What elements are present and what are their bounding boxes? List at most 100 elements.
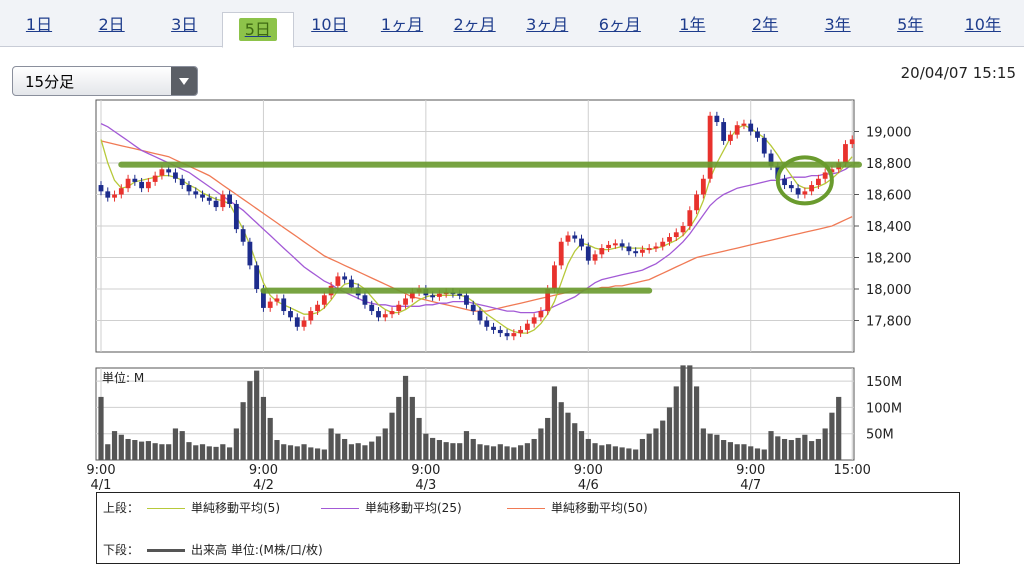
volume-bar (355, 443, 361, 460)
candle-body (849, 139, 855, 145)
tab-label: 2日 (98, 15, 125, 34)
volume-bar (518, 445, 524, 460)
volume-bar (605, 444, 612, 460)
volume-bar (111, 431, 118, 460)
candle-body (206, 197, 212, 201)
legend-upper-label: 上段： (103, 501, 140, 515)
candle-body (504, 333, 510, 337)
candle-body (281, 298, 287, 312)
x-tick-time: 9:00 (736, 463, 765, 478)
tab-label: 1日 (25, 15, 53, 34)
volume-bar (558, 402, 564, 460)
candle-body (308, 311, 314, 321)
candle-body (795, 188, 801, 195)
candle-body (152, 175, 158, 182)
candle-body (491, 326, 496, 330)
tab-9[interactable]: 1年 (657, 8, 727, 42)
candle-body (552, 265, 557, 289)
volume-bar (680, 365, 686, 460)
candle-body (728, 134, 733, 141)
tab-2[interactable]: 3日 (149, 8, 219, 42)
tab-label: 1年 (679, 15, 706, 34)
candle-body (585, 246, 591, 261)
legend-sma50: 単純移動平均(50) (507, 499, 648, 516)
candle-body (477, 311, 483, 321)
tab-3[interactable]: 5日 (221, 12, 294, 48)
volume-bar (179, 431, 185, 460)
candle-body (247, 241, 253, 266)
volume-bar (511, 447, 517, 460)
candle-body (518, 329, 524, 334)
legend-sma5: 単純移動平均(5) (147, 499, 280, 516)
candle-body (193, 191, 199, 195)
candle-body (565, 235, 571, 242)
volume-bar (646, 433, 652, 460)
tab-0[interactable]: 1日 (4, 8, 74, 42)
volume-bar (348, 444, 355, 460)
tab-label: 5日 (238, 18, 277, 41)
volume-bar (98, 396, 104, 460)
volume-bar (402, 375, 409, 460)
x-tick-time: 9:00 (249, 463, 278, 478)
candle-body (788, 185, 794, 189)
volume-bar (578, 431, 585, 460)
y-tick-label: 17,800 (866, 315, 912, 330)
x-tick-time: 9:00 (574, 463, 603, 478)
candle-body (132, 178, 138, 182)
tab-13[interactable]: 10年 (948, 8, 1018, 42)
tab-5[interactable]: 1ヶ月 (367, 8, 437, 42)
volume-bar (159, 444, 165, 460)
volume-bar (551, 386, 558, 460)
interval-select-value: 15分足 (25, 73, 75, 91)
candle-body (558, 241, 564, 266)
sma5-swatch (147, 508, 185, 509)
volume-bar (206, 446, 212, 460)
tab-7[interactable]: 3ヶ月 (512, 8, 582, 42)
volume-bar (687, 365, 693, 460)
tab-12[interactable]: 5年 (875, 8, 945, 42)
candle-body (335, 276, 341, 286)
tab-label: 2年 (751, 15, 779, 34)
volume-bar (260, 396, 267, 460)
volume-bar (809, 441, 815, 460)
candle-body (376, 311, 381, 318)
legend-sma5-label: 単純移動平均(5) (191, 501, 280, 515)
candle-body (470, 304, 476, 312)
legend-lower-label: 下段： (103, 543, 140, 557)
candle-body (612, 243, 618, 246)
candle-body (640, 249, 645, 253)
volume-bar (274, 440, 280, 460)
interval-select[interactable]: 15分足 (12, 66, 198, 96)
volume-bar (213, 446, 219, 460)
candle-body (748, 123, 754, 132)
candle-body (761, 137, 767, 154)
tab-10[interactable]: 2年 (730, 8, 800, 42)
volume-bar (741, 444, 747, 460)
candle-body (579, 238, 584, 247)
volume-bar (240, 402, 246, 460)
tab-8[interactable]: 6ヶ月 (585, 8, 655, 42)
x-tick-time: 9:00 (411, 463, 440, 478)
candle-body (497, 329, 503, 334)
volume-bar (172, 428, 179, 460)
sma25-swatch (321, 508, 359, 509)
candle-body (261, 289, 266, 308)
timestamp: 20/04/07 15:15 (900, 64, 1016, 82)
volume-bar (700, 428, 706, 460)
volume-bar (281, 444, 287, 460)
tab-6[interactable]: 2ヶ月 (440, 8, 510, 42)
candle-body (694, 194, 699, 211)
tab-1[interactable]: 2日 (77, 8, 147, 42)
candle-body (98, 185, 104, 192)
volume-bar (396, 396, 402, 460)
candle-body (782, 178, 787, 186)
candle-body (173, 172, 178, 179)
chevron-down-icon[interactable] (171, 67, 197, 95)
candle-body (409, 292, 415, 299)
x-tick-date: 4/6 (578, 478, 599, 490)
tab-4[interactable]: 10日 (294, 8, 364, 42)
volume-bar (247, 381, 253, 460)
volume-bar (199, 444, 206, 460)
tab-11[interactable]: 3年 (803, 8, 873, 42)
volume-bar (490, 446, 497, 460)
